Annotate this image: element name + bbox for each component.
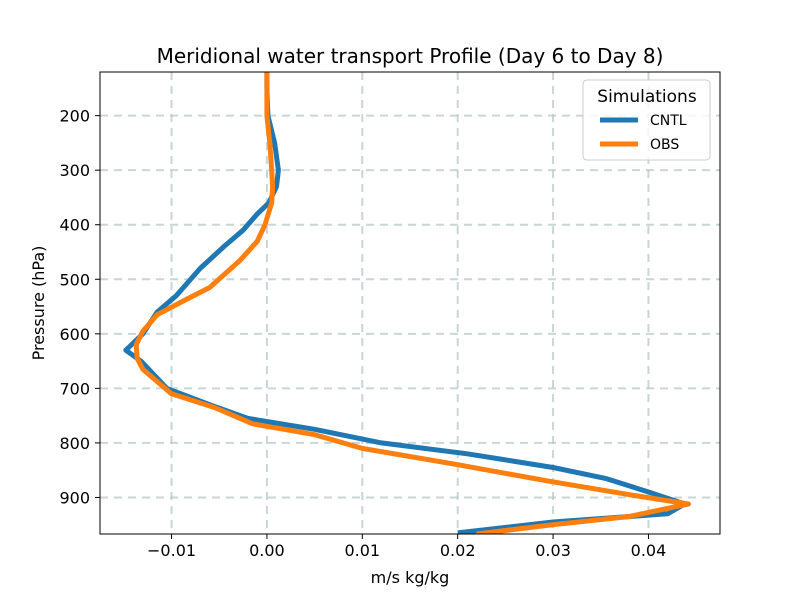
series-line-obs <box>133 72 691 534</box>
y-tick-label: 400 <box>59 216 90 235</box>
x-tick-label: 0.01 <box>344 541 380 560</box>
grid <box>100 72 720 534</box>
y-tick-label: 800 <box>59 434 90 453</box>
y-tick-label: 300 <box>59 161 90 180</box>
y-tick-label: 600 <box>59 325 90 344</box>
y-tick-label: 900 <box>59 488 90 507</box>
legend-box <box>582 79 711 161</box>
legend: Simulations CNTL OBS <box>582 79 711 161</box>
legend-title: Simulations <box>597 87 697 107</box>
legend-label-obs: OBS <box>650 137 679 153</box>
x-tick-label: 0.02 <box>440 541 476 560</box>
y-axis-label: Pressure (hPa) <box>29 246 48 361</box>
x-tick-label: 0.04 <box>631 541 667 560</box>
legend-label-cntl: CNTL <box>650 113 687 129</box>
y-ticks: 200 300 400 500 600 700 800 900 <box>59 107 100 507</box>
x-ticks: −0.01 0.00 0.01 0.02 0.03 0.04 <box>147 534 666 560</box>
chart-title: Meridional water transport Profile (Day … <box>157 44 664 68</box>
x-axis-label: m/s kg/kg <box>371 568 450 587</box>
plot-frame <box>99 71 721 535</box>
series-line-cntl <box>123 72 688 534</box>
x-tick-label: −0.01 <box>147 541 196 560</box>
x-tick-label: 0.03 <box>535 541 571 560</box>
y-tick-label: 500 <box>59 270 90 289</box>
y-tick-label: 700 <box>59 379 90 398</box>
legend-entries: CNTL OBS <box>600 113 687 153</box>
series-layer <box>123 72 691 534</box>
x-tick-label: 0.00 <box>249 541 285 560</box>
y-tick-label: 200 <box>59 107 90 126</box>
